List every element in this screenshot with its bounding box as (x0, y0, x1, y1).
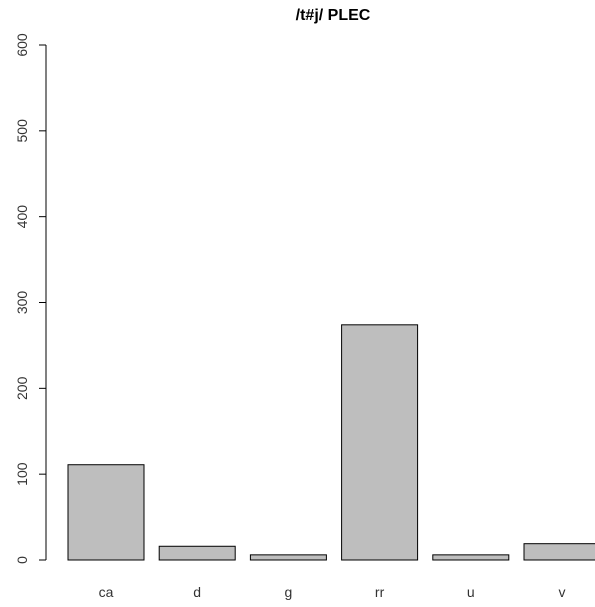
y-tick-label: 400 (14, 205, 30, 229)
y-axis: 0 100 200 300 400 500 600 (14, 33, 47, 564)
bar-v (523, 543, 595, 561)
x-tick-label-d: d (193, 584, 201, 600)
bars (67, 324, 595, 561)
x-tick-label-v: v (559, 584, 566, 600)
y-tick-label: 500 (14, 119, 30, 143)
y-tick-label: 0 (14, 556, 30, 564)
x-tick-label-rr: rr (375, 584, 385, 600)
y-tick-label: 200 (14, 376, 30, 400)
x-tick-label-u: u (467, 584, 475, 600)
y-tick-label: 300 (14, 291, 30, 315)
bar-d (158, 545, 236, 561)
y-tick-label: 100 (14, 462, 30, 486)
chart-title: /t#j/ PLEC (296, 7, 371, 24)
bar-g (249, 554, 327, 561)
bar-rr (341, 324, 419, 561)
x-tick-label-ca: ca (99, 584, 114, 600)
x-axis-labels: ca d g rr u v (99, 584, 566, 600)
x-tick-label-g: g (285, 584, 293, 600)
y-tick-label: 600 (14, 33, 30, 57)
bar-ca (67, 464, 145, 561)
bar-u (432, 554, 510, 561)
